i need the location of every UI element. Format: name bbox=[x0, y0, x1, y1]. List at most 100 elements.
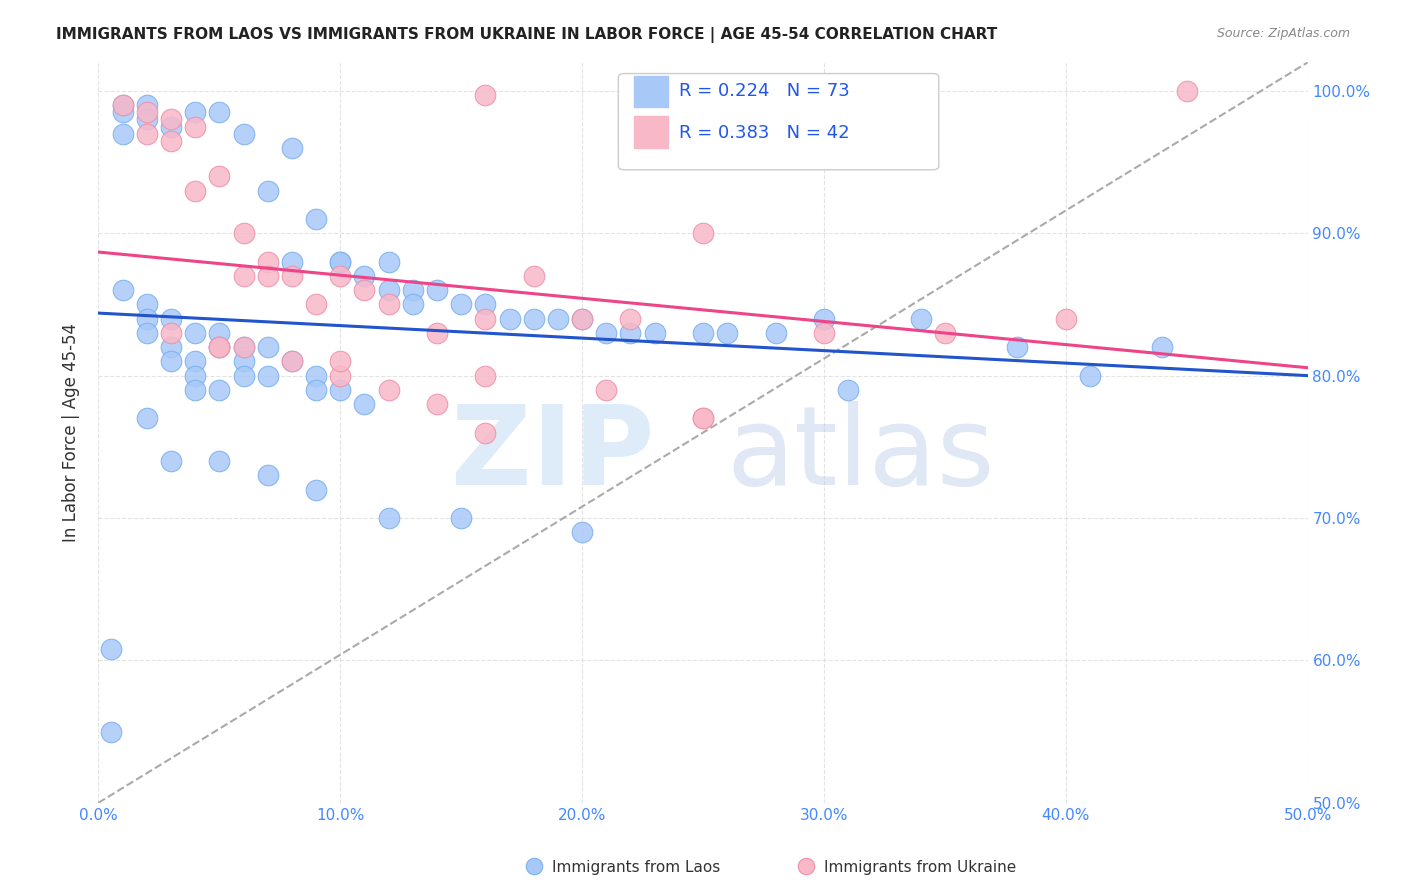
Point bbox=[281, 268, 304, 283]
Point bbox=[184, 383, 207, 397]
Point bbox=[232, 368, 254, 383]
Point bbox=[160, 340, 183, 354]
Point bbox=[135, 311, 157, 326]
Point bbox=[281, 141, 304, 155]
Point bbox=[111, 127, 134, 141]
Bar bbox=[634, 117, 668, 147]
Point bbox=[498, 311, 520, 326]
Point bbox=[450, 511, 472, 525]
Point bbox=[426, 397, 449, 411]
Point bbox=[184, 354, 207, 368]
FancyBboxPatch shape bbox=[619, 73, 939, 169]
Point bbox=[208, 454, 231, 468]
Point bbox=[450, 297, 472, 311]
Point bbox=[184, 368, 207, 383]
Point bbox=[256, 368, 278, 383]
Text: Immigrants from Laos: Immigrants from Laos bbox=[551, 861, 720, 875]
Point bbox=[426, 326, 449, 340]
Point bbox=[305, 483, 328, 497]
Point bbox=[377, 283, 399, 297]
Point bbox=[160, 112, 183, 127]
Point bbox=[692, 227, 714, 241]
Point bbox=[160, 454, 183, 468]
Point bbox=[377, 254, 399, 268]
Point bbox=[571, 525, 593, 540]
Point bbox=[208, 169, 231, 184]
Point bbox=[377, 511, 399, 525]
Point bbox=[523, 311, 546, 326]
Point bbox=[692, 326, 714, 340]
Point bbox=[1152, 340, 1174, 354]
Point bbox=[232, 354, 254, 368]
Point bbox=[232, 227, 254, 241]
Point bbox=[329, 383, 352, 397]
Point bbox=[305, 297, 328, 311]
Point bbox=[256, 468, 278, 483]
Point bbox=[353, 283, 375, 297]
Point bbox=[135, 127, 157, 141]
Point bbox=[934, 326, 956, 340]
Point bbox=[1007, 340, 1029, 354]
Point bbox=[281, 354, 304, 368]
Point bbox=[184, 120, 207, 134]
Point bbox=[111, 98, 134, 112]
Point bbox=[1175, 84, 1198, 98]
Point bbox=[305, 368, 328, 383]
Point bbox=[547, 311, 569, 326]
Point bbox=[305, 383, 328, 397]
Point bbox=[256, 340, 278, 354]
Point bbox=[208, 383, 231, 397]
Point bbox=[232, 340, 254, 354]
Point bbox=[232, 340, 254, 354]
Point bbox=[813, 311, 835, 326]
Point bbox=[135, 326, 157, 340]
Bar bbox=[634, 76, 668, 107]
Point bbox=[619, 311, 641, 326]
Point bbox=[305, 212, 328, 227]
Point bbox=[474, 368, 496, 383]
Point bbox=[160, 311, 183, 326]
Point bbox=[571, 311, 593, 326]
Point bbox=[281, 254, 304, 268]
Point bbox=[208, 105, 231, 120]
Text: Source: ZipAtlas.com: Source: ZipAtlas.com bbox=[1216, 27, 1350, 40]
Point bbox=[1054, 311, 1077, 326]
Point bbox=[474, 297, 496, 311]
Text: atlas: atlas bbox=[725, 401, 994, 508]
Text: IMMIGRANTS FROM LAOS VS IMMIGRANTS FROM UKRAINE IN LABOR FORCE | AGE 45-54 CORRE: IMMIGRANTS FROM LAOS VS IMMIGRANTS FROM … bbox=[56, 27, 997, 43]
Point bbox=[135, 105, 157, 120]
Point bbox=[692, 411, 714, 425]
Point bbox=[208, 326, 231, 340]
Point bbox=[377, 297, 399, 311]
Point bbox=[474, 88, 496, 103]
Point bbox=[256, 254, 278, 268]
Point bbox=[377, 383, 399, 397]
Text: Immigrants from Ukraine: Immigrants from Ukraine bbox=[824, 861, 1017, 875]
Point bbox=[837, 383, 859, 397]
Point bbox=[813, 326, 835, 340]
Point bbox=[111, 98, 134, 112]
Point bbox=[692, 411, 714, 425]
Point bbox=[402, 297, 425, 311]
Text: R = 0.383   N = 42: R = 0.383 N = 42 bbox=[679, 124, 849, 142]
Point bbox=[281, 354, 304, 368]
Point bbox=[765, 326, 787, 340]
Point bbox=[474, 311, 496, 326]
Point bbox=[256, 268, 278, 283]
Point bbox=[571, 311, 593, 326]
Point bbox=[160, 326, 183, 340]
Point bbox=[208, 340, 231, 354]
Y-axis label: In Labor Force | Age 45-54: In Labor Force | Age 45-54 bbox=[62, 323, 80, 542]
Point bbox=[160, 120, 183, 134]
Point bbox=[329, 368, 352, 383]
Point bbox=[160, 134, 183, 148]
Point bbox=[426, 283, 449, 297]
Text: R = 0.224   N = 73: R = 0.224 N = 73 bbox=[679, 81, 849, 100]
Point bbox=[474, 425, 496, 440]
Text: ZIP: ZIP bbox=[451, 401, 655, 508]
Point bbox=[595, 326, 617, 340]
Point bbox=[523, 268, 546, 283]
Point bbox=[100, 724, 122, 739]
Point bbox=[232, 268, 254, 283]
Point bbox=[100, 642, 122, 657]
